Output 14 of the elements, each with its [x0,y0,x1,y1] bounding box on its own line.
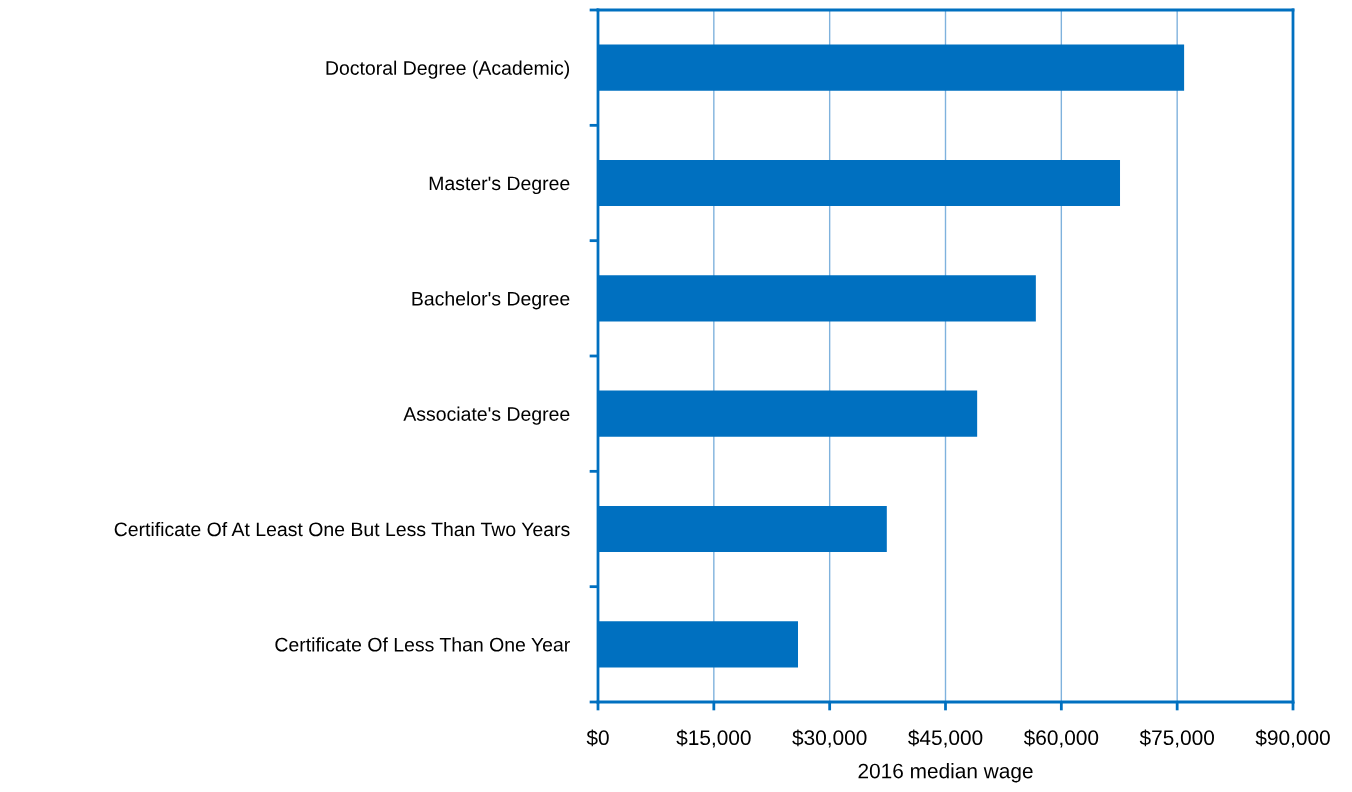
x-tick-label: $75,000 [1139,729,1215,748]
x-axis-title: 2016 median wage [858,763,1033,783]
y-tick-label: Certificate Of Less Than One Year [275,637,570,652]
x-tick-label: $60,000 [1023,729,1099,748]
y-tick-label: Bachelor's Degree [412,291,570,310]
x-tick-label: $30,000 [792,729,867,748]
y-tick-label: Doctoral Degree (Academic) [326,60,570,79]
y-tick-label: Certificate Of At Least One But Less Than Two Years [114,521,570,537]
x-tick-label: $90,000 [1255,729,1330,748]
y-tick-label: Associate's Degree [403,406,570,425]
y-tick-label: Master's Degree [429,176,570,195]
x-tick-label: $15,000 [676,729,751,748]
x-tick-label: $45,000 [908,729,983,748]
x-tick-label: $0 [586,729,609,747]
